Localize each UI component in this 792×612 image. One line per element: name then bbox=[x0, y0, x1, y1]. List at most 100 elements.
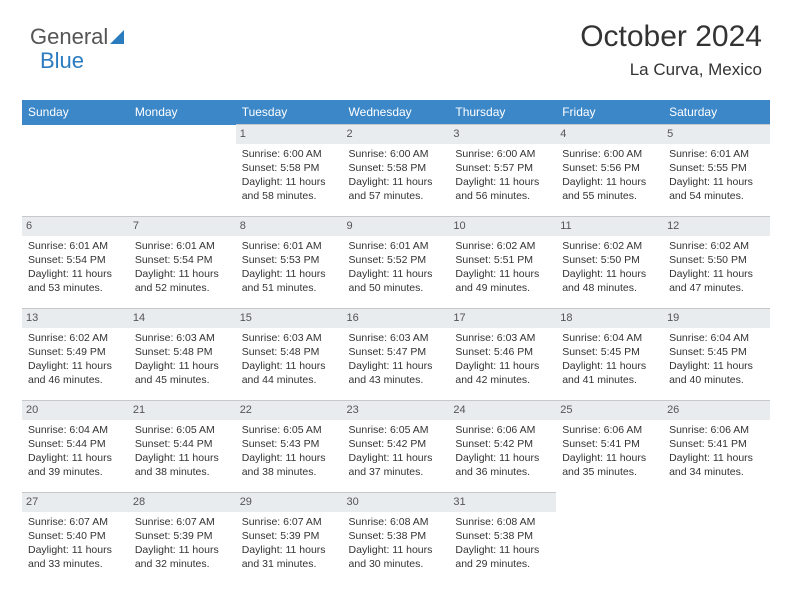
logo-text-1: General bbox=[30, 24, 108, 50]
day-info: Sunrise: 6:02 AMSunset: 5:51 PMDaylight:… bbox=[453, 239, 552, 296]
day-cell: 18Sunrise: 6:04 AMSunset: 5:45 PMDayligh… bbox=[556, 309, 663, 401]
day-cell: 25Sunrise: 6:06 AMSunset: 5:41 PMDayligh… bbox=[556, 401, 663, 493]
day-info: Sunrise: 6:01 AMSunset: 5:55 PMDaylight:… bbox=[667, 147, 766, 204]
info-line: Daylight: 11 hours and 46 minutes. bbox=[28, 359, 123, 387]
day-cell: 16Sunrise: 6:03 AMSunset: 5:47 PMDayligh… bbox=[343, 309, 450, 401]
day-number: 25 bbox=[556, 401, 663, 420]
day-cell: 27 Sunrise: 6:07 AMSunset: 5:40 PMDayligh… bbox=[22, 493, 129, 585]
day-cell: 19Sunrise: 6:04 AMSunset: 5:45 PMDayligh… bbox=[663, 309, 770, 401]
info-line: Sunrise: 6:00 AM bbox=[349, 147, 444, 161]
logo: General bbox=[30, 24, 124, 50]
day-header: Sunday bbox=[22, 100, 129, 125]
day-header-row: SundayMondayTuesdayWednesdayThursdayFrid… bbox=[22, 100, 770, 125]
day-number: 1 bbox=[236, 125, 343, 144]
info-line: Daylight: 11 hours and 31 minutes. bbox=[242, 543, 337, 571]
day-info: Sunrise: 6:03 AMSunset: 5:47 PMDaylight:… bbox=[347, 331, 446, 388]
day-number: 17 bbox=[449, 309, 556, 328]
info-line: Sunrise: 6:00 AM bbox=[562, 147, 657, 161]
info-line: Sunrise: 6:06 AM bbox=[669, 423, 764, 437]
info-line: Daylight: 11 hours and 38 minutes. bbox=[135, 451, 230, 479]
info-line: Daylight: 11 hours and 30 minutes. bbox=[349, 543, 444, 571]
day-header: Saturday bbox=[663, 100, 770, 125]
info-line: Daylight: 11 hours and 56 minutes. bbox=[455, 175, 550, 203]
info-line: Sunrise: 6:02 AM bbox=[562, 239, 657, 253]
info-line: Sunset: 5:44 PM bbox=[135, 437, 230, 451]
info-line: Daylight: 11 hours and 40 minutes. bbox=[669, 359, 764, 387]
day-number: 13 bbox=[22, 309, 129, 328]
info-line: Sunrise: 6:07 AM bbox=[242, 515, 337, 529]
day-info: Sunrise: 6:04 AMSunset: 5:45 PMDaylight:… bbox=[667, 331, 766, 388]
info-line: Daylight: 11 hours and 41 minutes. bbox=[562, 359, 657, 387]
day-info: Sunrise: 6:03 AMSunset: 5:48 PMDaylight:… bbox=[133, 331, 232, 388]
day-header: Wednesday bbox=[343, 100, 450, 125]
day-info: Sunrise: 6:04 AMSunset: 5:45 PMDaylight:… bbox=[560, 331, 659, 388]
day-info: Sunrise: 6:05 AMSunset: 5:44 PMDaylight:… bbox=[133, 423, 232, 480]
info-line: Sunrise: 6:06 AM bbox=[455, 423, 550, 437]
day-cell: 10 Sunrise: 6:02 AMSunset: 5:51 PMDayligh… bbox=[449, 217, 556, 309]
day-info: Sunrise: 6:07 AMSunset: 5:40 PMDaylight:… bbox=[26, 515, 125, 572]
day-cell: 26Sunrise: 6:06 AMSunset: 5:41 PMDayligh… bbox=[663, 401, 770, 493]
day-cell: 5Sunrise: 6:01 AMSunset: 5:55 PMDaylight… bbox=[663, 125, 770, 217]
info-line: Daylight: 11 hours and 36 minutes. bbox=[455, 451, 550, 479]
day-number: 2 bbox=[343, 125, 450, 144]
day-number: 20 bbox=[22, 401, 129, 420]
location-subtitle: La Curva, Mexico bbox=[580, 60, 762, 80]
day-info: Sunrise: 6:01 AMSunset: 5:54 PMDaylight:… bbox=[133, 239, 232, 296]
day-info: Sunrise: 6:04 AMSunset: 5:44 PMDaylight:… bbox=[26, 423, 125, 480]
info-line: Daylight: 11 hours and 45 minutes. bbox=[135, 359, 230, 387]
info-line: Daylight: 11 hours and 50 minutes. bbox=[349, 267, 444, 295]
info-line: Daylight: 11 hours and 38 minutes. bbox=[242, 451, 337, 479]
info-line: Sunset: 5:44 PM bbox=[28, 437, 123, 451]
info-line: Sunrise: 6:05 AM bbox=[242, 423, 337, 437]
day-info: Sunrise: 6:02 AMSunset: 5:49 PMDaylight:… bbox=[26, 331, 125, 388]
info-line: Daylight: 11 hours and 54 minutes. bbox=[669, 175, 764, 203]
info-line: Daylight: 11 hours and 33 minutes. bbox=[28, 543, 123, 571]
info-line: Daylight: 11 hours and 53 minutes. bbox=[28, 267, 123, 295]
info-line: Sunset: 5:41 PM bbox=[562, 437, 657, 451]
day-info: Sunrise: 6:08 AMSunset: 5:38 PMDaylight:… bbox=[347, 515, 446, 572]
info-line: Daylight: 11 hours and 44 minutes. bbox=[242, 359, 337, 387]
info-line: Sunrise: 6:03 AM bbox=[455, 331, 550, 345]
info-line: Sunset: 5:48 PM bbox=[242, 345, 337, 359]
info-line: Sunset: 5:58 PM bbox=[242, 161, 337, 175]
day-number: 10 bbox=[449, 217, 556, 236]
day-number: 4 bbox=[556, 125, 663, 144]
day-cell: 13 Sunrise: 6:02 AMSunset: 5:49 PMDayligh… bbox=[22, 309, 129, 401]
day-cell: 23Sunrise: 6:05 AMSunset: 5:42 PMDayligh… bbox=[343, 401, 450, 493]
day-number: 7 bbox=[129, 217, 236, 236]
info-line: Sunrise: 6:02 AM bbox=[669, 239, 764, 253]
day-info: Sunrise: 6:01 AMSunset: 5:52 PMDaylight:… bbox=[347, 239, 446, 296]
info-line: Sunrise: 6:01 AM bbox=[242, 239, 337, 253]
day-number: 23 bbox=[343, 401, 450, 420]
info-line: Daylight: 11 hours and 58 minutes. bbox=[242, 175, 337, 203]
day-cell: 28Sunrise: 6:07 AMSunset: 5:39 PMDayligh… bbox=[129, 493, 236, 585]
day-cell: 9Sunrise: 6:01 AMSunset: 5:52 PMDaylight… bbox=[343, 217, 450, 309]
day-info: Sunrise: 6:02 AMSunset: 5:50 PMDaylight:… bbox=[667, 239, 766, 296]
info-line: Sunrise: 6:01 AM bbox=[28, 239, 123, 253]
day-info: Sunrise: 6:01 AMSunset: 5:54 PMDaylight:… bbox=[26, 239, 125, 296]
info-line: Sunrise: 6:02 AM bbox=[28, 331, 123, 345]
week-row: 27 Sunrise: 6:07 AMSunset: 5:40 PMDayligh… bbox=[22, 493, 770, 585]
day-cell: 22Sunrise: 6:05 AMSunset: 5:43 PMDayligh… bbox=[236, 401, 343, 493]
calendar-body: 1Sunrise: 6:00 AMSunset: 5:58 PMDaylight… bbox=[22, 125, 770, 585]
info-line: Daylight: 11 hours and 34 minutes. bbox=[669, 451, 764, 479]
day-number: 11 bbox=[556, 217, 663, 236]
day-header: Thursday bbox=[449, 100, 556, 125]
info-line: Sunset: 5:57 PM bbox=[455, 161, 550, 175]
day-cell: 3Sunrise: 6:00 AMSunset: 5:57 PMDaylight… bbox=[449, 125, 556, 217]
day-number: 31 bbox=[449, 493, 556, 512]
info-line: Sunset: 5:42 PM bbox=[349, 437, 444, 451]
week-row: 13 Sunrise: 6:02 AMSunset: 5:49 PMDayligh… bbox=[22, 309, 770, 401]
info-line: Sunset: 5:50 PM bbox=[562, 253, 657, 267]
day-cell: 31Sunrise: 6:08 AMSunset: 5:38 PMDayligh… bbox=[449, 493, 556, 585]
logo-blue-text: Blue bbox=[40, 48, 84, 73]
day-number: 27 bbox=[22, 493, 129, 512]
day-cell: 15Sunrise: 6:03 AMSunset: 5:48 PMDayligh… bbox=[236, 309, 343, 401]
calendar: SundayMondayTuesdayWednesdayThursdayFrid… bbox=[22, 100, 770, 585]
info-line: Daylight: 11 hours and 47 minutes. bbox=[669, 267, 764, 295]
day-info: Sunrise: 6:03 AMSunset: 5:48 PMDaylight:… bbox=[240, 331, 339, 388]
week-row: 1Sunrise: 6:00 AMSunset: 5:58 PMDaylight… bbox=[22, 125, 770, 217]
info-line: Sunrise: 6:03 AM bbox=[135, 331, 230, 345]
info-line: Sunset: 5:39 PM bbox=[242, 529, 337, 543]
info-line: Sunset: 5:56 PM bbox=[562, 161, 657, 175]
